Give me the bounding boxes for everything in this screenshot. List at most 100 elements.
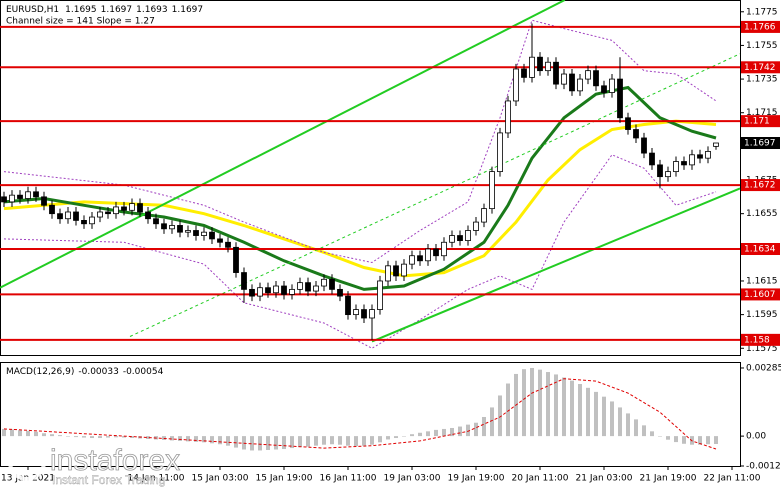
histogram-bar — [130, 436, 134, 439]
indicator-line — [0, 0, 566, 289]
histogram-bar — [146, 436, 150, 439]
candle-body — [257, 287, 263, 297]
histogram-bar — [482, 416, 486, 437]
histogram-bar — [626, 413, 630, 437]
x-tick-label: 15 Jan 19:00 — [256, 474, 313, 484]
candle-body — [465, 230, 471, 241]
histogram-bar — [114, 436, 118, 438]
candle-body — [1, 196, 7, 203]
histogram-bar — [578, 383, 582, 437]
histogram-bar — [202, 436, 206, 443]
histogram-bar — [106, 436, 110, 438]
histogram-bar — [2, 428, 6, 437]
histogram-bar — [706, 436, 710, 445]
histogram-bar — [226, 436, 230, 446]
candle-body — [545, 61, 551, 72]
level-label-box — [741, 115, 780, 128]
indicator-line — [3, 119, 717, 278]
y-tick-label: 1.1715 — [746, 108, 778, 118]
candle-body — [273, 285, 279, 294]
indicator-layer — [0, 0, 741, 349]
histogram-bar — [418, 432, 422, 437]
histogram-bar — [658, 436, 662, 437]
indicator-line — [3, 154, 717, 349]
candle-body — [241, 272, 247, 290]
level-label: 1.1607 — [744, 290, 776, 300]
signal-value: -0.00054 — [123, 367, 164, 377]
indicator-line — [371, 187, 741, 343]
candles — [1, 23, 719, 340]
ohlc-value: 1.1693 — [136, 5, 168, 15]
x-tick-label: 20 Jan 11:00 — [512, 474, 569, 484]
candle-body — [417, 255, 423, 262]
candle-body — [497, 132, 503, 173]
signal-line — [3, 378, 717, 450]
candle-body — [313, 285, 319, 292]
histogram-bar — [26, 430, 30, 437]
histogram-bar — [98, 436, 102, 439]
candle-body — [281, 285, 287, 295]
candle-body — [113, 206, 119, 215]
indicator-line — [3, 85, 717, 291]
candle-body — [473, 221, 479, 231]
candle-body — [65, 211, 71, 220]
candle-body — [481, 208, 487, 223]
histogram-bar — [330, 436, 334, 445]
chart-title: EURUSD,H1 1.1695 1.1697 1.1693 1.1697 — [6, 5, 203, 15]
histogram-bar — [234, 436, 238, 448]
histogram-bar — [82, 436, 86, 438]
candle-body — [193, 230, 199, 236]
histogram-bar — [394, 436, 398, 439]
histogram-bar — [554, 374, 558, 437]
level-label-box — [741, 179, 780, 192]
histogram-bar — [346, 436, 350, 446]
histogram-bar — [194, 436, 198, 442]
candle-body — [289, 288, 295, 295]
y-tick-label: 0.00285 — [746, 363, 781, 373]
candle-body — [401, 263, 407, 277]
candle-body — [513, 68, 519, 102]
candle-body — [361, 309, 367, 319]
candle-body — [505, 100, 511, 134]
candle-body — [49, 204, 55, 215]
histogram-bar — [274, 436, 278, 450]
candle-body — [681, 161, 687, 166]
y-tick-label: -0.00125 — [746, 462, 781, 472]
histogram-bar — [290, 436, 294, 449]
candle-body — [81, 220, 87, 225]
candle-body — [585, 70, 591, 80]
histogram-bar — [642, 425, 646, 437]
candle-body — [449, 235, 455, 243]
histogram-bar — [386, 436, 390, 440]
histogram-bar — [210, 436, 214, 444]
macd-name: MACD(12,26,9) — [6, 367, 74, 377]
level-label-box — [741, 333, 780, 346]
candle-body — [185, 230, 191, 233]
candle-body — [377, 280, 383, 310]
candle-body — [17, 194, 23, 199]
y-tick-label: 1.1655 — [746, 209, 778, 219]
histogram-bar — [594, 391, 598, 437]
histogram-bar — [314, 436, 318, 446]
histogram-bar — [714, 436, 718, 445]
histogram-bar — [426, 431, 430, 437]
histogram-bar — [570, 380, 574, 437]
candle-body — [441, 241, 447, 257]
histogram-bar — [370, 436, 374, 445]
candle-body — [553, 61, 559, 85]
histogram-bar — [474, 422, 478, 437]
candle-body — [329, 278, 335, 290]
histogram-bar — [522, 369, 526, 437]
candle-body — [601, 85, 607, 93]
watermark-tagline: Instant Forex Trading — [52, 473, 165, 487]
histogram-bar — [18, 430, 22, 437]
x-tick-label: 16 Jan 11:00 — [320, 474, 377, 484]
level-label-box — [741, 243, 780, 256]
x-tick-label: 14 Jan 11:00 — [128, 474, 185, 484]
level-label: 1.1766 — [744, 22, 776, 32]
histogram-bar — [538, 369, 542, 437]
candle-body — [457, 235, 463, 241]
candle-body — [305, 282, 311, 292]
